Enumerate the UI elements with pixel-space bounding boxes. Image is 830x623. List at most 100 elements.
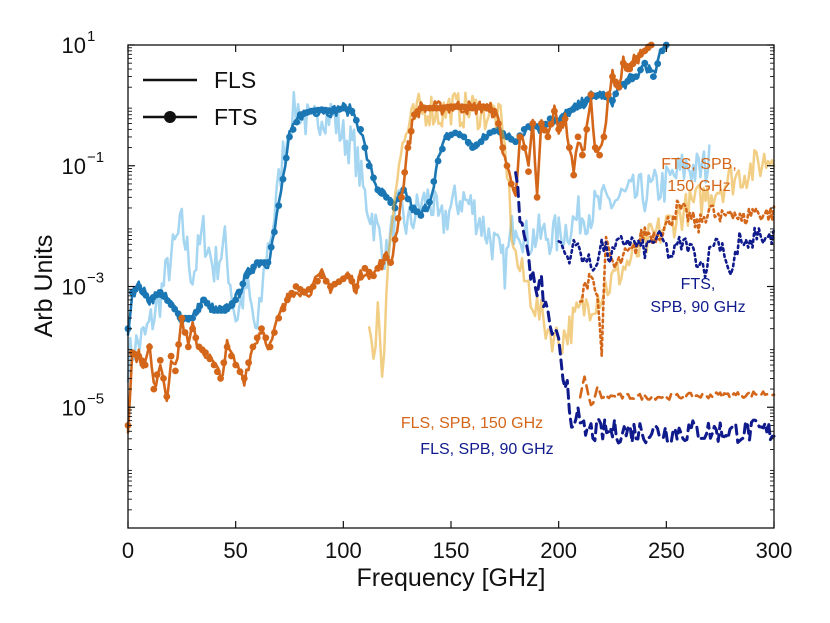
point-fts-150-ghz [156,356,164,364]
point-fts-150-ghz [394,215,402,222]
point-fts-150-ghz [398,193,405,201]
annotation-fts-spb-90-line1: FTS, [681,276,716,293]
point-fts-150-ghz [387,259,395,266]
point-fts-90-ghz [239,280,247,288]
point-fts-90-ghz [430,178,438,185]
point-fts-150-ghz [232,361,240,369]
point-fts-90-ghz [434,157,442,165]
point-fts-150-ghz [249,343,257,351]
point-fts-150-ghz [507,180,515,188]
point-fts-90-ghz [421,205,429,213]
point-fts-150-ghz [579,151,586,159]
point-fts-90-ghz [654,60,662,68]
point-fts-90-ghz [271,228,278,236]
point-fts-150-ghz [352,283,360,290]
point-fts-90-ghz [439,145,446,153]
point-fts-150-ghz [587,91,595,99]
point-fts-150-ghz [266,343,274,351]
point-fts-150-ghz [591,144,599,152]
point-fts-150-ghz [178,314,186,322]
point-fts-90-ghz [357,125,364,133]
point-fts-150-ghz [344,272,351,280]
point-fts-90-ghz [282,154,290,162]
point-fts-150-ghz [163,393,171,400]
point-fts-150-ghz [236,368,244,376]
point-fts-90-ghz [609,97,616,104]
point-fts-90-ghz [650,73,657,80]
point-fts-150-ghz [258,325,265,333]
point-fts-150-ghz [609,73,616,80]
point-fts-150-ghz [223,343,231,351]
point-fts-150-ghz [499,144,507,152]
chart-series-group [124,41,776,445]
annotation-fls-spb-150: FLS, SPB, 150 GHz [401,415,543,432]
point-fts-90-ghz [383,193,390,201]
point-fts-150-ghz [217,375,225,382]
series-fls-spb-90-ghz [514,171,776,445]
point-fts-150-ghz [547,120,555,128]
legend-label-fts: FTS [214,104,257,130]
point-fts-90-ghz [612,90,620,98]
point-fts-150-ghz [570,171,578,179]
point-fts-150-ghz [141,361,149,369]
series-fls-spb-150-ghz [578,375,776,407]
point-fts-150-ghz [253,334,261,342]
x-axis-label: Frequency [GHz] [357,564,546,592]
point-fts-90-ghz [426,198,433,206]
point-fts-90-ghz [365,162,373,170]
point-fts-90-ghz [289,126,297,133]
point-fts-150-ghz [184,343,192,351]
point-fts-150-ghz [318,272,326,280]
point-fts-90-ghz [404,195,412,203]
point-fts-150-ghz [383,254,390,262]
point-fts-150-ghz [189,325,197,333]
point-fts-90-ghz [189,314,197,322]
point-fts-150-ghz [574,133,582,141]
y-axis-label: Arb Units [30,235,58,338]
x-tick-label-3: 150 [433,538,470,563]
legend-marker-fts [164,111,176,123]
point-fts-90-ghz [387,199,395,207]
point-fts-150-ghz [210,361,218,369]
point-fts-90-ghz [477,138,485,146]
point-fts-150-ghz [322,277,330,285]
x-tick-label-6: 300 [756,538,793,563]
point-fts-150-ghz [279,305,287,313]
point-fts-150-ghz [228,352,235,360]
point-fts-150-ghz [309,283,317,290]
point-fts-90-ghz [267,243,275,251]
point-fts-150-ghz [544,133,552,141]
point-fts-150-ghz [160,375,167,382]
point-fts-150-ghz [600,133,608,141]
point-fts-90-ghz [235,288,243,296]
point-fts-90-ghz [275,202,283,210]
point-fts-150-ghz [401,169,409,176]
point-fts-150-ghz [626,65,634,73]
point-fts-150-ghz [529,120,537,127]
series-fts-spb-90-ghz [557,226,776,279]
point-fts-150-ghz [181,329,189,336]
point-fts-150-ghz [525,168,532,176]
point-fts-90-ghz [464,138,472,146]
point-fts-150-ghz [153,371,161,379]
legend: FLS FTS [143,67,257,130]
y-tick-exponent-3: 1 [87,28,95,45]
point-fts-90-ghz [637,66,644,74]
point-fts-150-ghz [283,296,291,304]
annotation-fts-spb-90-line2: SPB, 90 GHz [650,299,745,316]
point-fts-90-ghz [361,144,369,152]
point-fts-150-ghz [538,120,545,127]
point-fts-150-ghz [374,264,382,272]
point-fts-150-ghz [495,120,502,127]
annotation-fls-spb-90: FLS, SPB, 90 GHz [420,441,553,458]
x-tick-label-0: 0 [122,538,134,563]
point-fts-150-ghz [214,368,221,376]
point-fts-150-ghz [555,125,563,133]
point-fts-150-ghz [245,359,253,367]
point-fts-90-ghz [512,138,519,146]
point-fts-150-ghz [192,334,200,342]
point-fts-150-ghz [516,133,524,141]
point-fts-150-ghz [378,259,386,266]
